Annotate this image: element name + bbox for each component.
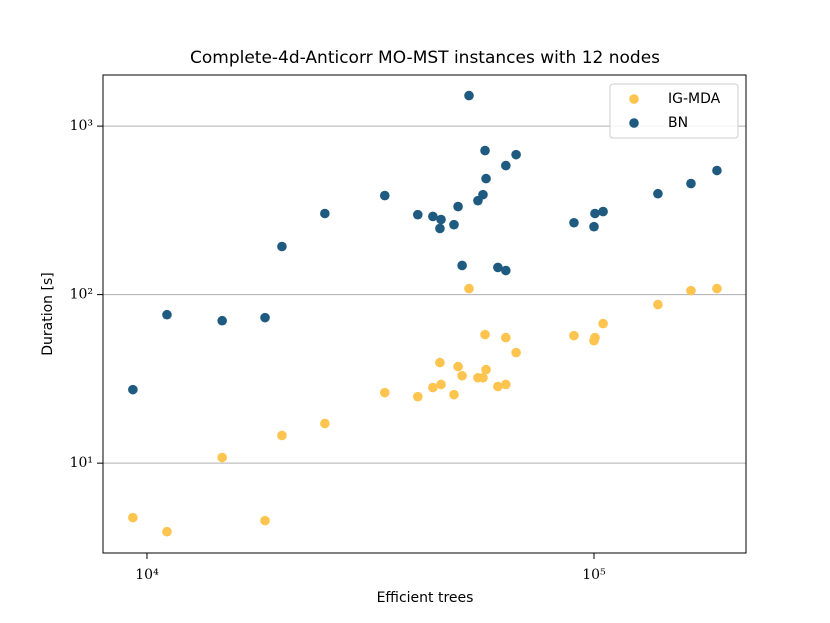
point — [590, 208, 600, 219]
point — [464, 283, 474, 294]
point — [449, 389, 459, 400]
point — [712, 165, 722, 176]
point — [653, 188, 663, 199]
point — [379, 387, 390, 398]
point — [493, 262, 503, 273]
point — [511, 347, 521, 358]
point — [501, 160, 511, 171]
point — [501, 265, 511, 276]
point — [277, 430, 287, 441]
point — [598, 206, 608, 217]
x-axis-label: Efficient trees — [377, 590, 474, 606]
point — [428, 382, 438, 393]
chart-title: Complete-4d-Anticorr MO-MST instances wi… — [190, 48, 660, 68]
point — [436, 214, 446, 225]
legend-label: IG-MDA — [668, 91, 721, 107]
point — [589, 221, 599, 232]
point — [277, 241, 287, 252]
point — [412, 209, 423, 220]
point — [478, 189, 488, 200]
point — [493, 381, 503, 392]
point — [453, 201, 463, 212]
point — [481, 173, 491, 184]
point — [320, 418, 330, 429]
point — [653, 299, 663, 310]
point — [569, 217, 579, 228]
legend-box — [609, 83, 739, 139]
point — [320, 208, 330, 219]
point — [217, 315, 227, 326]
point — [569, 330, 579, 341]
y-tick-label: 10¹ — [70, 455, 93, 471]
point — [457, 260, 467, 271]
point — [480, 145, 490, 156]
point — [501, 379, 511, 390]
point — [590, 332, 600, 343]
y-tick-label: 10³ — [70, 118, 93, 134]
point — [481, 364, 491, 375]
x-tick-label: 10⁵ — [582, 567, 606, 583]
y-axis-label: Duration [s] — [40, 272, 56, 355]
point — [457, 370, 467, 381]
point — [260, 312, 270, 323]
point — [428, 211, 438, 222]
point — [511, 149, 521, 160]
legend-marker — [629, 118, 639, 128]
plot-frame — [102, 74, 747, 554]
point — [501, 332, 511, 343]
point — [128, 384, 138, 395]
point — [480, 329, 490, 340]
point — [435, 223, 445, 234]
point — [162, 309, 172, 320]
point — [712, 283, 722, 294]
legend-label: BN — [668, 115, 688, 131]
point — [598, 318, 608, 329]
point — [128, 512, 138, 523]
y-tick-label: 10² — [70, 287, 93, 303]
point — [686, 178, 696, 189]
point — [478, 372, 488, 383]
point — [379, 190, 390, 201]
legend: IG-MDA BN — [609, 83, 739, 139]
point — [436, 379, 446, 390]
point — [464, 90, 474, 101]
point — [435, 357, 445, 368]
point — [412, 391, 423, 402]
point — [453, 361, 463, 372]
point — [260, 515, 270, 526]
point — [449, 219, 459, 230]
point — [686, 285, 696, 296]
legend-marker — [629, 94, 639, 104]
x-tick-label: 10⁴ — [135, 567, 159, 583]
point — [217, 452, 227, 463]
point — [162, 526, 172, 537]
